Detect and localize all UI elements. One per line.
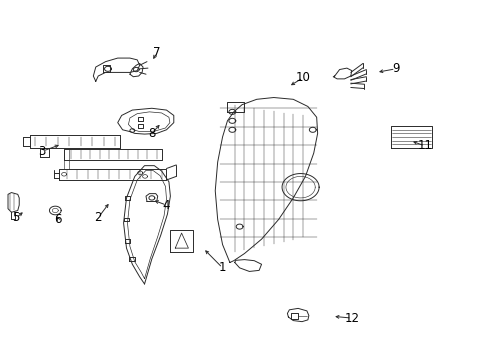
Text: 12: 12 (344, 311, 359, 325)
Text: 6: 6 (54, 213, 62, 226)
Text: 11: 11 (417, 139, 431, 152)
Text: 7: 7 (153, 46, 160, 59)
Text: 5: 5 (13, 211, 20, 224)
Text: 4: 4 (163, 199, 170, 212)
Text: 1: 1 (218, 261, 226, 274)
Text: 9: 9 (391, 62, 399, 75)
Text: 3: 3 (39, 145, 46, 158)
Text: 8: 8 (148, 127, 155, 140)
Text: 2: 2 (94, 211, 102, 224)
Text: 10: 10 (295, 71, 310, 84)
